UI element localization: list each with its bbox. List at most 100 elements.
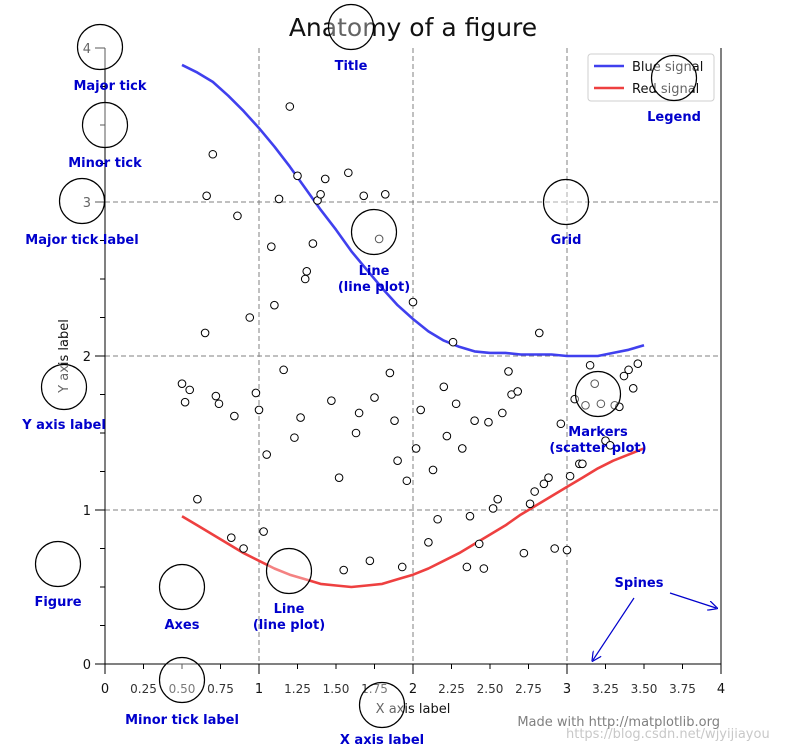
scatter-point <box>619 371 629 381</box>
scatter-point <box>556 419 566 429</box>
figure-marker <box>34 540 82 588</box>
ytick-label: 0 <box>83 658 91 673</box>
minor-xtick-label: 3.75 <box>669 682 696 696</box>
axes-label: Axes <box>164 618 199 633</box>
scatter-point <box>374 234 384 244</box>
scatter-point <box>539 479 549 489</box>
chart-title: Anatomy of a figure <box>289 13 537 42</box>
minor-xtick-label: 3.50 <box>631 682 658 696</box>
legend-label: Legend <box>647 110 701 125</box>
xtick-label: 2 <box>409 682 417 697</box>
minor-tick-label-marker <box>158 656 206 704</box>
minor-tick-label-label: Minor tick label <box>125 713 239 728</box>
xtick-label: 4 <box>717 682 725 697</box>
major-tick-label-marker <box>58 177 106 225</box>
scatter-point <box>534 328 544 338</box>
credit-text: Made with http://matplotlib.org <box>517 715 720 730</box>
scatter-point <box>513 387 523 396</box>
scatter-point <box>457 444 467 453</box>
scatter-point <box>370 393 379 402</box>
y-axis-label-marker <box>40 363 88 411</box>
scatter-point <box>519 548 529 558</box>
scatter-point <box>185 385 194 395</box>
x-axis-label: X axis label <box>376 702 451 717</box>
scatter-point <box>334 473 344 482</box>
scatter-point <box>596 399 606 409</box>
y-axis-label: Y axis label <box>57 319 72 394</box>
scatter-point <box>585 360 595 370</box>
scatter-point <box>177 379 187 389</box>
scatter-markers <box>177 102 643 575</box>
annotations: Major tick Minor tick Major tick label Y ax… <box>21 3 716 748</box>
scatter-point <box>488 504 498 513</box>
scatter-point <box>498 408 507 418</box>
scatter-point <box>439 382 449 392</box>
scatter-point <box>365 556 375 566</box>
scatter-point <box>484 417 493 427</box>
scatter-point <box>380 190 390 199</box>
scatter-point <box>267 242 276 251</box>
scatter-point <box>565 471 575 481</box>
scatter-point <box>628 384 638 393</box>
scatter-point <box>262 450 272 459</box>
figure-label: Figure <box>34 595 81 610</box>
minor-xtick-label: 0.75 <box>207 682 234 696</box>
title-marker <box>327 3 375 51</box>
scatter-point <box>442 431 452 441</box>
markers-label: (scatter plot) <box>549 441 646 456</box>
spines-arrow-bottom <box>593 597 635 660</box>
minor-xtick-label: 2.75 <box>515 682 542 696</box>
scatter-point <box>230 411 239 421</box>
scatter-point <box>200 328 210 338</box>
minor-tick-marker <box>81 101 129 149</box>
scatter-point <box>633 359 643 369</box>
scatter-point <box>408 297 418 307</box>
scatter-point <box>465 511 475 521</box>
xtick-label: 1 <box>255 682 263 697</box>
axes-marker <box>158 563 206 611</box>
scatter-point <box>293 171 302 181</box>
scatter-point <box>448 337 458 347</box>
series-layer <box>181 63 645 589</box>
scatter-point <box>254 405 264 415</box>
minor-xtick-label: 1.75 <box>361 682 388 696</box>
xtick-label: 3 <box>563 682 571 697</box>
scatter-point <box>462 562 472 572</box>
xtick-label: 0 <box>101 682 109 697</box>
scatter-point <box>451 399 461 409</box>
ytick-label: 4 <box>83 42 91 57</box>
minor-xtick-label: 2.25 <box>438 682 465 696</box>
line-plot-2-marker <box>350 208 398 256</box>
grid-marker <box>542 178 590 226</box>
watermark: https://blog.csdn.net/wjyijiayou <box>566 727 770 742</box>
minor-tick-label: Minor tick <box>68 156 142 171</box>
scatter-point <box>300 274 310 284</box>
series-line-blue <box>181 63 645 358</box>
legend-entry: Red signal <box>632 82 699 97</box>
scatter-point <box>479 564 489 573</box>
scatter-point <box>385 368 395 378</box>
scatter-point <box>428 465 438 475</box>
scatter-point <box>180 397 190 407</box>
grid-label: Grid <box>551 233 582 248</box>
scatter-point <box>251 388 261 398</box>
scatter-point <box>624 365 633 375</box>
scatter-point <box>302 267 312 276</box>
spines-arrow-right <box>669 592 716 608</box>
scatter-point <box>320 174 330 184</box>
legend-entry: Blue signal <box>632 60 703 75</box>
line-plot-1-label: (line plot) <box>253 618 325 633</box>
scatter-point <box>344 168 353 178</box>
scatter-point <box>390 416 399 425</box>
scatter-point <box>279 365 288 375</box>
legend-marker <box>650 54 698 102</box>
scatter-point <box>433 514 442 524</box>
scatter-point <box>214 399 224 409</box>
ytick-label: 3 <box>83 196 91 211</box>
spines-label: Spines <box>615 576 664 591</box>
scatter-point <box>550 544 559 553</box>
scatter-point <box>424 538 433 547</box>
scatter-point <box>239 544 248 553</box>
minor-xtick-label: 1.50 <box>323 682 350 696</box>
x-axis-label-label: X axis label <box>340 733 424 748</box>
